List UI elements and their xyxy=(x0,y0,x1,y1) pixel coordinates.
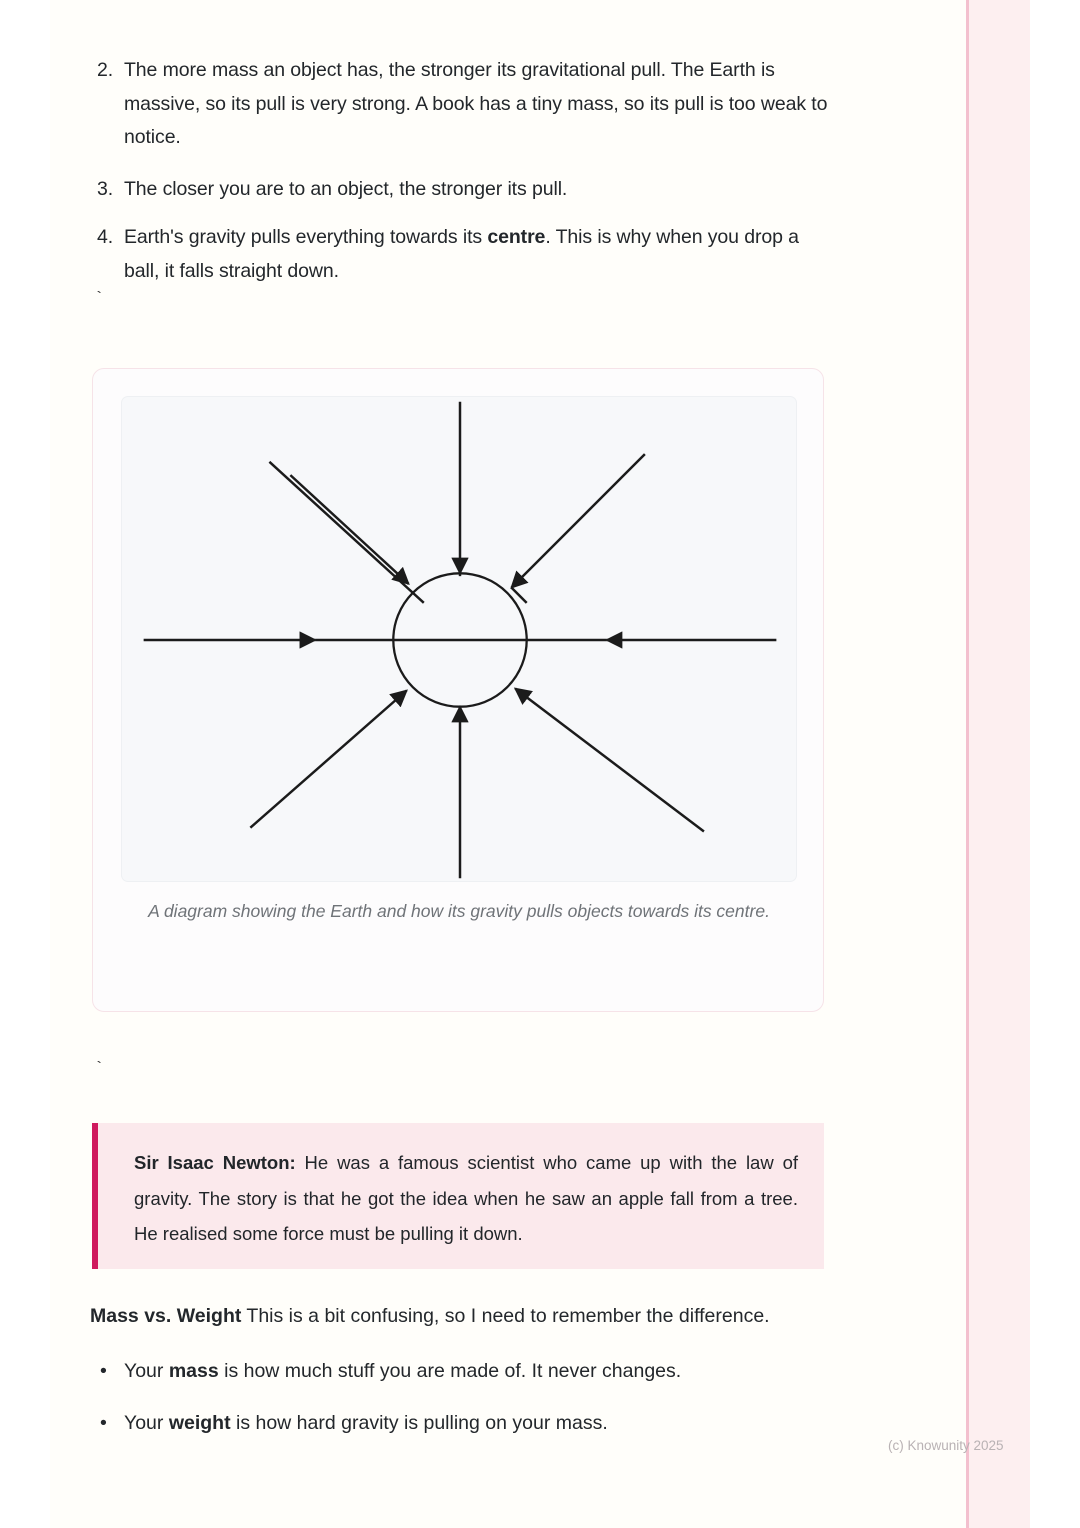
document-content: 2. The more mass an object has, the stro… xyxy=(90,0,830,1528)
figure-caption: A diagram showing the Earth and how its … xyxy=(148,901,770,921)
numbered-list: 2. The more mass an object has, the stro… xyxy=(90,54,830,306)
copyright-watermark: (c) Knowunity 2025 xyxy=(888,1438,1004,1453)
arrow-from-top-right xyxy=(510,453,646,589)
list-item-number: 4. xyxy=(97,226,114,249)
newton-callout-title: Sir Isaac Newton: xyxy=(134,1152,296,1173)
list-item-text: The more mass an object has, the stronge… xyxy=(124,59,828,149)
newton-callout-body: He was a famous scientist who came up wi… xyxy=(134,1152,799,1245)
figure-card: A diagram showing the Earth and how its … xyxy=(92,368,824,1012)
list-item-text: Your weight is how hard gravity is pulli… xyxy=(124,1412,608,1435)
list-item-text: Your mass is how much stuff you are made… xyxy=(124,1360,682,1382)
list-item-text: Earth's gravity pulls everything towards… xyxy=(124,226,799,282)
mass-vs-weight-bullets: • Your mass is how much stuff you are ma… xyxy=(90,1355,830,1459)
stray-backtick-mark: ` xyxy=(94,1060,105,1079)
mass-vs-weight-lead-text: This is a bit confusing, so I need to re… xyxy=(241,1305,770,1327)
side-rule-divider xyxy=(966,0,969,1528)
arrow-from-top-left xyxy=(289,474,410,585)
newton-callout-text: Sir Isaac Newton: He was a famous scient… xyxy=(134,1145,798,1252)
list-item: 2. The more mass an object has, the stro… xyxy=(90,54,830,155)
stray-backtick-mark: ` xyxy=(94,290,105,309)
newton-callout: Sir Isaac Newton: He was a famous scient… xyxy=(92,1123,824,1269)
figure-image-frame xyxy=(121,396,797,882)
list-item: 4. Earth's gravity pulls everything towa… xyxy=(90,221,830,288)
arrow-from-bottom-left xyxy=(249,689,408,829)
list-item-number: 2. xyxy=(97,59,114,81)
list-item: • Your mass is how much stuff you are ma… xyxy=(90,1355,830,1388)
mass-vs-weight-heading: Mass vs. Weight xyxy=(90,1305,242,1327)
earth-circle xyxy=(392,572,528,708)
arrow-from-bottom-right xyxy=(513,687,705,833)
mass-vs-weight-paragraph: Mass vs. Weight This is a bit confusing,… xyxy=(90,1300,830,1333)
list-item: 3. The closer you are to an object, the … xyxy=(90,173,830,207)
side-panel xyxy=(968,0,1030,1528)
arrow-from-top-left-underlay xyxy=(268,460,425,604)
list-item: • Your weight is how hard gravity is pul… xyxy=(90,1407,830,1440)
list-item-number: 3. xyxy=(97,177,114,200)
gravity-field-diagram xyxy=(143,401,777,879)
list-item-text: The closer you are to an object, the str… xyxy=(124,177,568,200)
arrow-from-top-right-tail xyxy=(510,586,528,604)
bullet-marker: • xyxy=(100,1412,107,1435)
bullet-marker: • xyxy=(100,1360,107,1382)
